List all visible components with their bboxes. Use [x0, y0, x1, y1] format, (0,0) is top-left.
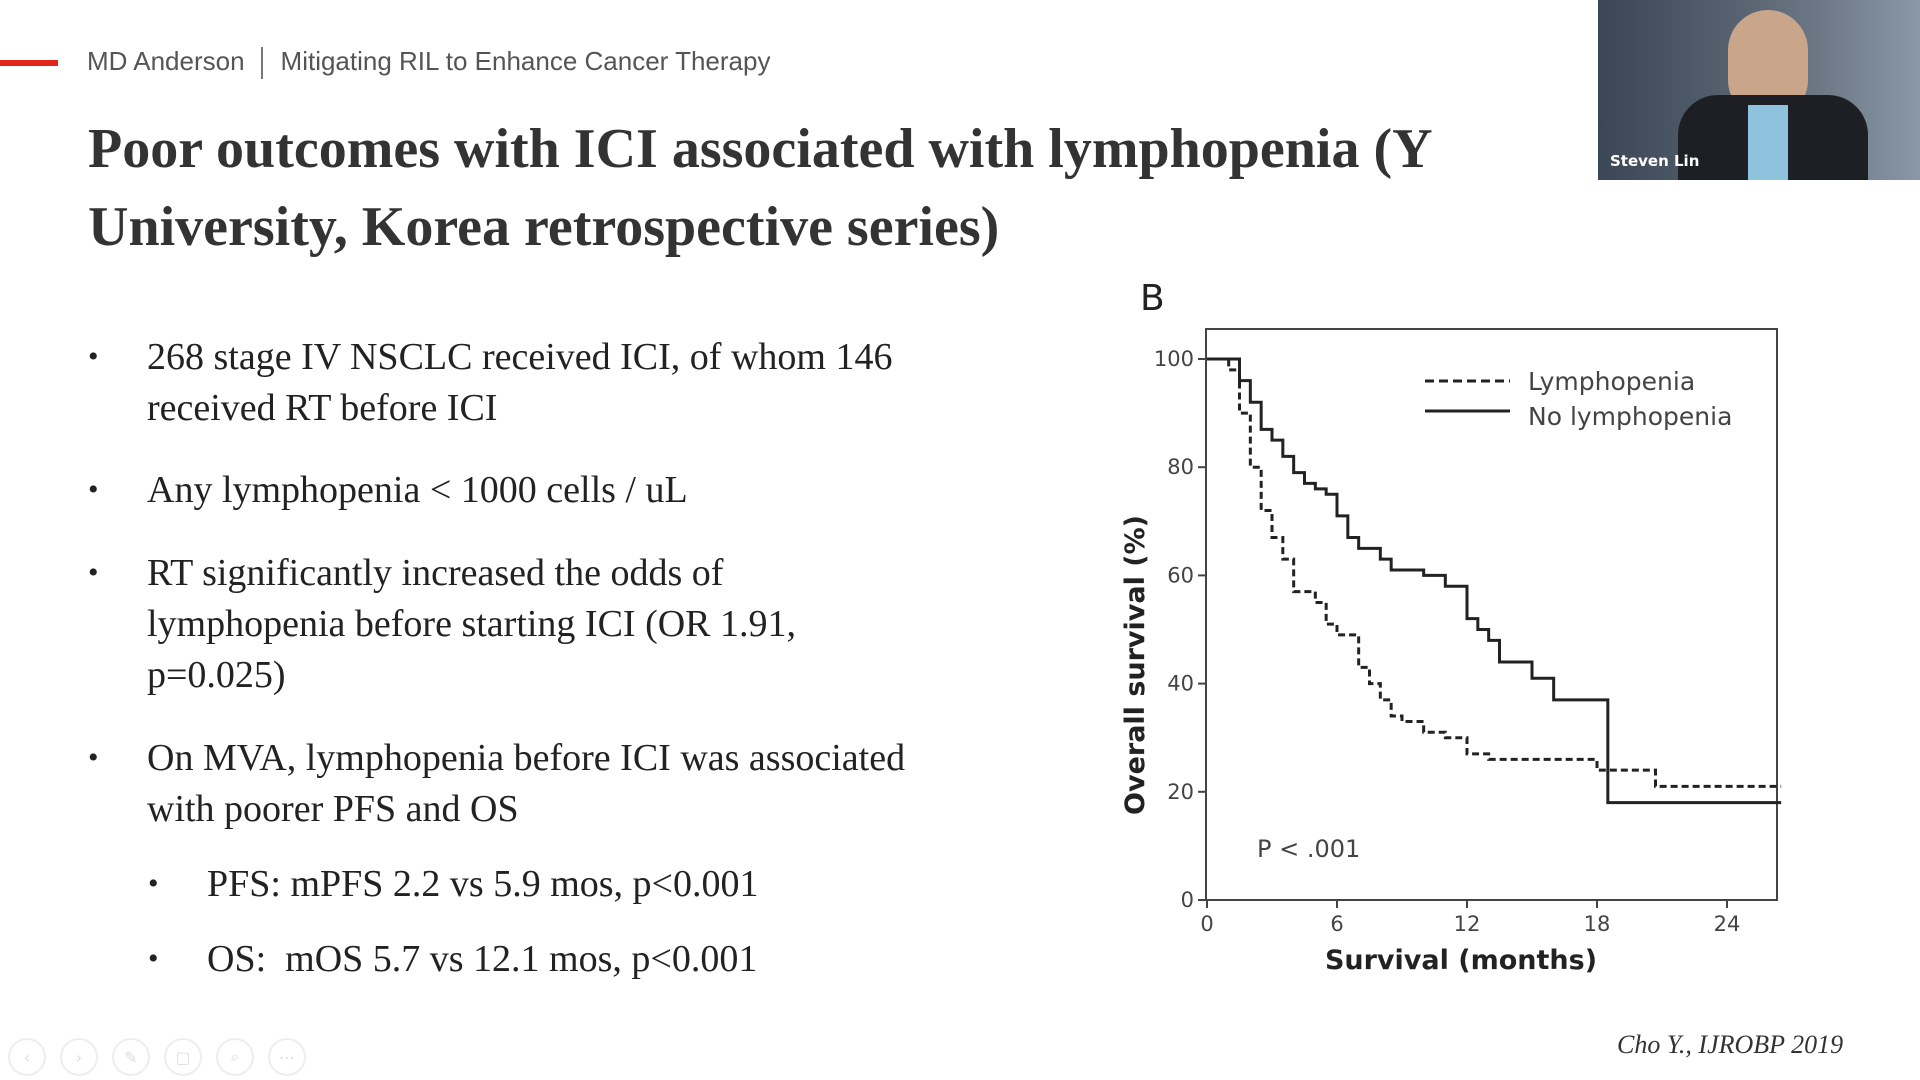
x-tick-label: 6 [1330, 912, 1343, 936]
sub-bullet-dot: • [148, 942, 159, 975]
km-curve-lymphopenia [1207, 357, 1782, 788]
bullet-1: 268 stage IV NSCLC received ICI, of whom… [147, 336, 893, 429]
org-name: MD Anderson [87, 46, 245, 76]
x-tick-label: 24 [1714, 912, 1741, 936]
speaker-video: Steven Lin [1598, 0, 1920, 180]
y-tick-label: 40 [1167, 672, 1194, 696]
bullet-dot: • [88, 556, 99, 589]
x-tick-label: 0 [1200, 912, 1213, 936]
deck-title: Mitigating RIL to Enhance Cancer Therapy [280, 46, 771, 76]
bullet-2: Any lymphopenia < 1000 cells / uL [147, 469, 688, 511]
p-value-annotation: P < .001 [1257, 835, 1360, 863]
slides-icon[interactable]: ▢ [164, 1038, 202, 1076]
speaker-shirt [1748, 105, 1788, 180]
legend-label-no-lymphopenia: No lymphopenia [1528, 402, 1732, 431]
slide-header: MD Anderson Mitigating RIL to Enhance Can… [87, 46, 771, 80]
pen-icon[interactable]: ✎ [112, 1038, 150, 1076]
accent-bar [0, 60, 58, 66]
y-tick-label: 20 [1167, 780, 1194, 804]
bullet-3: RT significantly increased the odds of l… [147, 552, 797, 696]
header-divider [260, 47, 263, 80]
y-axis-label: Overall survival (%) [1120, 515, 1151, 815]
citation: Cho Y., IJROBP 2019 [1617, 1030, 1844, 1059]
y-tick-label: 80 [1167, 455, 1194, 479]
km-curve-no-lymphopenia [1207, 357, 1782, 805]
bullet-4: On MVA, lymphopenia before ICI was assoc… [147, 737, 906, 830]
speaker-name: Steven Lin [1610, 152, 1700, 170]
bullet-dot: • [88, 340, 99, 373]
sub-bullet-dot: • [148, 867, 159, 900]
x-axis-label: Survival (months) [1325, 945, 1597, 976]
bullet-dot: • [88, 741, 99, 774]
x-tick-label: 18 [1584, 912, 1611, 936]
slide-title: Poor outcomes with ICI associated with l… [88, 118, 1431, 258]
y-tick-label: 0 [1181, 888, 1194, 912]
sub-bullet-pfs: PFS: mPFS 2.2 vs 5.9 mos, p<0.001 [207, 863, 759, 905]
panel-label: B [1140, 278, 1165, 319]
presentation-toolbar: ‹ › ✎ ▢ ⌕ ⋯ [8, 1038, 306, 1076]
y-tick-label: 60 [1167, 563, 1194, 587]
legend-label-lymphopenia: Lymphopenia [1528, 367, 1695, 396]
plot-frame [1205, 328, 1778, 901]
prev-icon[interactable]: ‹ [8, 1038, 46, 1076]
bullet-dot: • [88, 473, 99, 506]
next-icon[interactable]: › [60, 1038, 98, 1076]
x-tick-label: 12 [1454, 912, 1481, 936]
sub-bullet-os: OS: mOS 5.7 vs 12.1 mos, p<0.001 [207, 938, 758, 980]
more-icon[interactable]: ⋯ [268, 1038, 306, 1076]
zoom-icon[interactable]: ⌕ [216, 1038, 254, 1076]
y-tick-label: 100 [1154, 347, 1194, 371]
